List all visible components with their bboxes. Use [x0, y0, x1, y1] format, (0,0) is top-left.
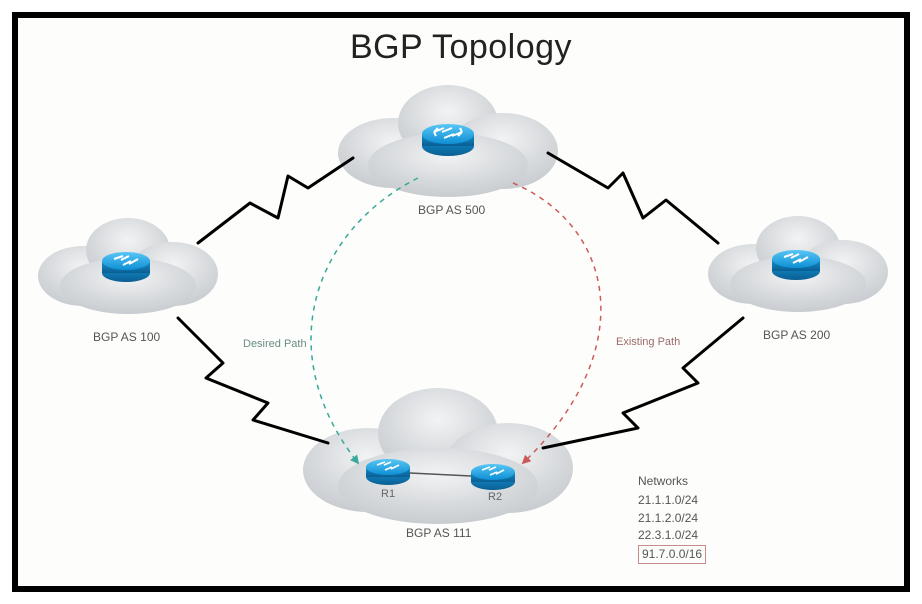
diagram-frame: BGP Topology: [12, 12, 910, 592]
router-icon: [772, 250, 820, 280]
label-r1: R1: [381, 488, 395, 500]
networks-item-highlighted: 91.7.0.0/16: [638, 545, 706, 564]
label-as500: BGP AS 500: [418, 203, 485, 217]
router-icon: [422, 124, 474, 156]
router-icon: [102, 252, 150, 282]
topology-canvas: [18, 18, 904, 586]
label-desired-path: Desired Path: [243, 338, 307, 350]
link-as500-as100: [198, 158, 353, 243]
networks-item: 22.3.1.0/24: [638, 527, 706, 544]
desired-path: [311, 178, 418, 463]
existing-path: [513, 183, 601, 463]
label-existing-path: Existing Path: [616, 336, 680, 348]
networks-item: 21.1.1.0/24: [638, 492, 706, 509]
cloud-as500: [338, 85, 558, 197]
networks-panel: Networks 21.1.1.0/24 21.1.2.0/24 22.3.1.…: [638, 473, 706, 564]
cloud-as111: [303, 388, 573, 524]
networks-item: 21.1.2.0/24: [638, 510, 706, 527]
label-as100: BGP AS 100: [93, 330, 160, 344]
link-as500-as200: [548, 153, 718, 243]
wan-links: [178, 153, 743, 448]
label-r2: R2: [488, 491, 502, 503]
label-as200: BGP AS 200: [763, 328, 830, 342]
cloud-as200: [708, 216, 888, 312]
link-r1-r2: [410, 473, 471, 476]
router-icon-r1: [366, 459, 410, 485]
link-as100-as111: [178, 318, 328, 443]
networks-header: Networks: [638, 473, 706, 490]
label-as111: BGP AS 111: [406, 526, 471, 540]
cloud-as100: [38, 218, 218, 314]
diagram-title: BGP Topology: [18, 28, 904, 67]
router-icon-r2: [471, 464, 515, 490]
